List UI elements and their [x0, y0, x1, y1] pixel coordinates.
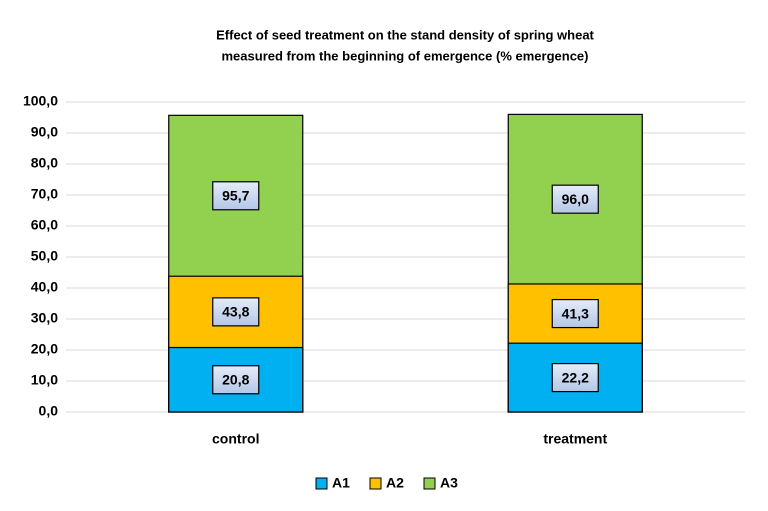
data-label: 43,8 [222, 304, 249, 320]
y-tick-label: 40,0 [31, 279, 58, 295]
data-label-box [551, 298, 599, 329]
y-tick-label: 90,0 [31, 124, 58, 140]
y-tick-label: 100,0 [23, 93, 58, 109]
y-tick-label: 10,0 [31, 372, 58, 388]
y-tick-label: 70,0 [31, 186, 58, 202]
y-tick-label: 50,0 [31, 248, 58, 264]
y-tick-label: 30,0 [31, 310, 58, 326]
data-label-box [212, 181, 260, 211]
legend-swatch [423, 477, 436, 490]
data-label: 95,7 [222, 187, 249, 203]
data-label: 20,8 [222, 371, 249, 387]
data-label-box [551, 184, 599, 214]
legend-label: A1 [332, 475, 350, 491]
y-tick-label: 0,0 [39, 403, 59, 419]
y-tick-label: 20,0 [31, 341, 58, 357]
data-label-box [212, 297, 260, 327]
y-tick-label: 60,0 [31, 217, 58, 233]
y-tick-label: 80,0 [31, 155, 58, 171]
data-label: 96,0 [562, 191, 589, 207]
chart-title: Effect of seed treatment on the stand de… [216, 27, 594, 42]
legend-swatch [315, 477, 328, 490]
legend-swatch [369, 477, 382, 490]
legend-label: A2 [386, 475, 404, 491]
x-tick-label: treatment [543, 431, 607, 447]
data-label: 22,2 [562, 369, 589, 385]
data-label-box [212, 365, 260, 395]
chart-title: measured from the beginning of emergence… [222, 48, 589, 63]
data-label: 41,3 [562, 305, 589, 321]
data-label-box [551, 362, 599, 393]
legend-label: A3 [440, 475, 458, 491]
x-tick-label: control [212, 431, 259, 447]
